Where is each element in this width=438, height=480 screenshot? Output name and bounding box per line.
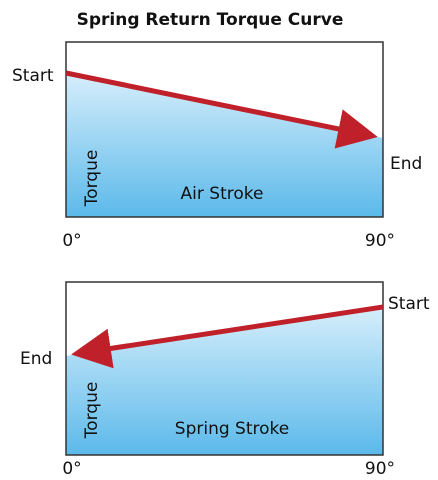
x-end: 90° xyxy=(365,459,395,479)
end-label: End xyxy=(390,154,422,174)
panel: Start End Torque Spring Stroke 0° 90° xyxy=(20,281,430,479)
y-label: Torque xyxy=(82,382,102,440)
start-label: Start xyxy=(388,294,430,314)
title: Spring Return Torque Curve xyxy=(77,10,344,30)
x-start: 0° xyxy=(62,231,81,251)
end-label: End xyxy=(20,349,52,369)
frame xyxy=(65,281,384,456)
area xyxy=(66,73,383,217)
frame xyxy=(65,41,384,218)
stroke-label: Spring Stroke xyxy=(175,419,289,439)
x-end: 90° xyxy=(365,231,395,251)
arrow xyxy=(71,304,384,369)
arrow xyxy=(65,70,378,149)
y-label: Torque xyxy=(82,150,102,208)
x-start: 0° xyxy=(62,459,81,479)
stroke-label: Air Stroke xyxy=(181,184,264,204)
panel: Start End Torque Air Stroke 0° 90° xyxy=(12,41,422,251)
start-label: Start xyxy=(12,66,54,86)
